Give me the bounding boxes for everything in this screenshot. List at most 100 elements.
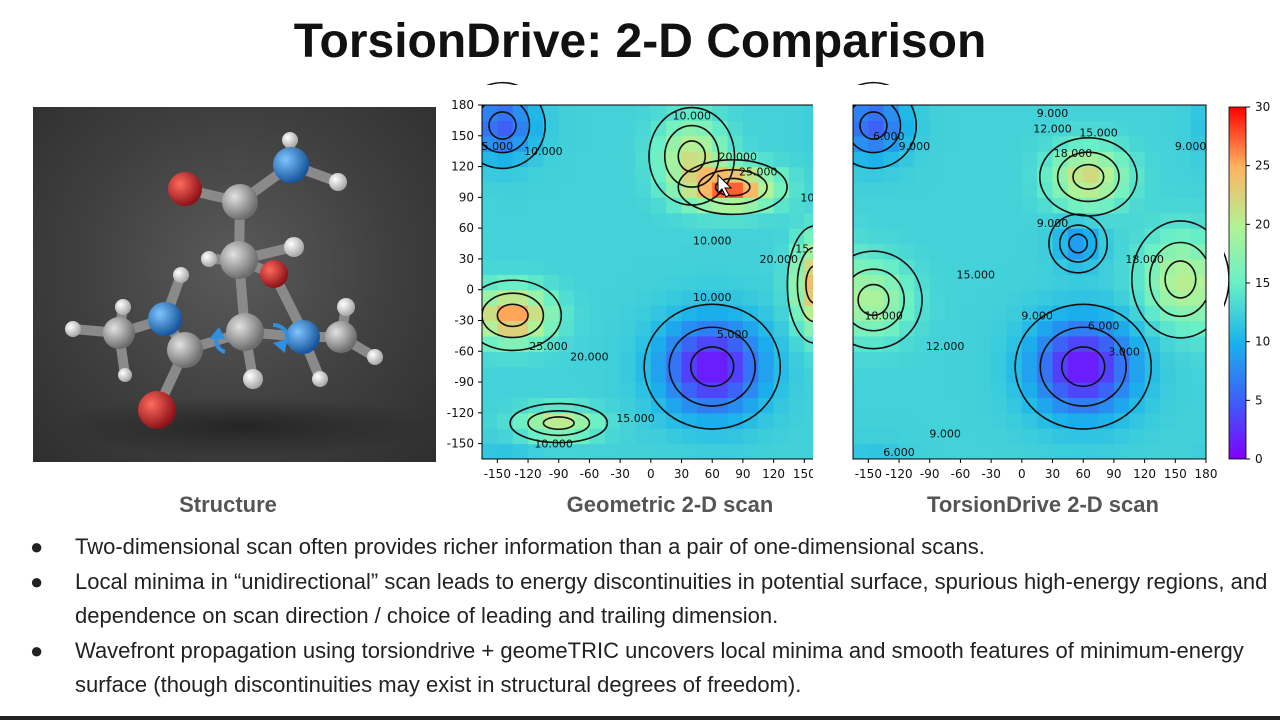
contour-label: 15.000 — [1079, 127, 1118, 140]
heatmap-cell — [853, 289, 869, 306]
heatmap-cell — [1190, 428, 1207, 445]
heatmap-cell — [727, 274, 744, 291]
heatmap-cell — [773, 258, 790, 275]
heatmap-cell — [758, 274, 775, 291]
heatmap-cell — [589, 135, 606, 152]
bullet-text: Wavefront propagation using torsiondrive… — [75, 637, 1244, 698]
heatmap-cell — [589, 212, 606, 229]
heatmap-cell — [868, 320, 885, 337]
heatmap-cell — [1159, 412, 1176, 429]
heatmap-cell — [1006, 320, 1023, 337]
heatmap-cell — [1159, 382, 1176, 399]
heatmap-cell — [1037, 335, 1054, 352]
heatmap-cell — [1083, 366, 1100, 383]
heatmap-cell — [975, 335, 992, 352]
contour-line — [509, 402, 609, 444]
contour-label: 6.000 — [873, 130, 905, 143]
heatmap-cell — [666, 105, 683, 121]
heatmap-cell — [1067, 443, 1084, 460]
heatmap-cell — [1129, 443, 1146, 460]
heatmap-cell — [620, 412, 637, 429]
heatmap-cell — [635, 166, 652, 183]
heatmap-cell — [1021, 120, 1038, 137]
heatmap-cell — [543, 181, 560, 198]
heatmap-cell — [1083, 166, 1100, 183]
heatmap-cell — [1083, 105, 1100, 121]
heatmap-cell — [853, 412, 869, 429]
x-tick-label: -150 — [484, 467, 511, 481]
heatmap-cell — [558, 351, 575, 368]
heatmap-cell — [574, 351, 591, 368]
heatmap-cell — [1021, 166, 1038, 183]
contour-label: 20.000 — [570, 350, 609, 363]
heatmap-cell — [497, 243, 514, 260]
heatmap-cell — [650, 382, 667, 399]
heatmap-cell — [914, 428, 931, 445]
heatmap-cell — [635, 135, 652, 152]
heatmap-cell — [543, 443, 560, 460]
heatmap-cell — [1129, 228, 1146, 245]
heatmap-cell — [883, 258, 900, 275]
heatmap-cell — [945, 258, 962, 275]
contour-line — [1068, 233, 1089, 254]
heatmap-cell — [1037, 289, 1054, 306]
heatmap-cell — [604, 289, 621, 306]
heatmap-cell — [1175, 428, 1192, 445]
x-tick-label: 60 — [1076, 467, 1091, 481]
heatmap-cell — [696, 212, 713, 229]
heatmap-cell — [528, 166, 544, 183]
heatmap-cell — [1052, 351, 1069, 368]
heatmap-cell — [883, 335, 900, 352]
heatmap-cell — [574, 212, 591, 229]
heatmap-cell — [991, 397, 1008, 414]
heatmap-cell — [945, 197, 962, 214]
heatmap-cell — [558, 428, 575, 445]
heatmap-cell — [1159, 397, 1176, 414]
heatmap-cell — [666, 428, 683, 445]
y-tick-label: -90 — [454, 375, 474, 389]
heatmap-cell — [1098, 428, 1115, 445]
bullet-marker: ● — [30, 637, 44, 663]
heatmap-cell — [899, 258, 915, 275]
heatmap-cell — [650, 135, 667, 152]
heatmap-cell — [914, 135, 931, 152]
heatmap-cell — [696, 289, 713, 306]
heatmap-cell — [960, 428, 977, 445]
heatmap-cell — [742, 412, 759, 429]
heatmap-cell — [1190, 274, 1207, 291]
heatmap-cell — [773, 243, 790, 260]
heatmap-cell — [1190, 443, 1207, 460]
heatmap-cell — [883, 181, 900, 198]
heatmap-cell — [1006, 305, 1023, 322]
heatmap-cell — [742, 258, 759, 275]
heatmap-cell — [1175, 335, 1192, 352]
heatmap-cell — [975, 105, 992, 121]
heatmap-cell — [853, 335, 869, 352]
heatmap-cell — [543, 166, 560, 183]
heatmap-cell — [1190, 212, 1207, 229]
heatmap-cell — [929, 289, 946, 306]
heatmap-cell — [914, 105, 931, 121]
heatmap-cell — [1144, 105, 1161, 121]
heatmap-cell — [635, 151, 652, 168]
heatmap-cell — [991, 366, 1008, 383]
heatmap-cell — [788, 228, 805, 245]
colorbar-tick-label: 0 — [1255, 452, 1263, 466]
heatmap-cell — [883, 320, 900, 337]
heatmap-cell — [899, 197, 915, 214]
heatmap-cell — [1067, 274, 1084, 291]
heatmap-cell — [650, 166, 667, 183]
heatmap-cell — [788, 382, 805, 399]
heatmap-cell — [914, 320, 931, 337]
heatmap-cell — [960, 335, 977, 352]
heatmap-cell — [1129, 105, 1146, 121]
heatmap-cell — [482, 412, 498, 429]
heatmap-cell — [1098, 105, 1115, 121]
heatmap-cell — [868, 305, 885, 322]
heatmap-cell — [1037, 382, 1054, 399]
heatmap-cell — [868, 335, 885, 352]
y-tick-label: -60 — [454, 344, 474, 358]
heatmap-cell — [650, 258, 667, 275]
heatmap-cell — [742, 335, 759, 352]
heatmap-cell — [482, 151, 498, 168]
